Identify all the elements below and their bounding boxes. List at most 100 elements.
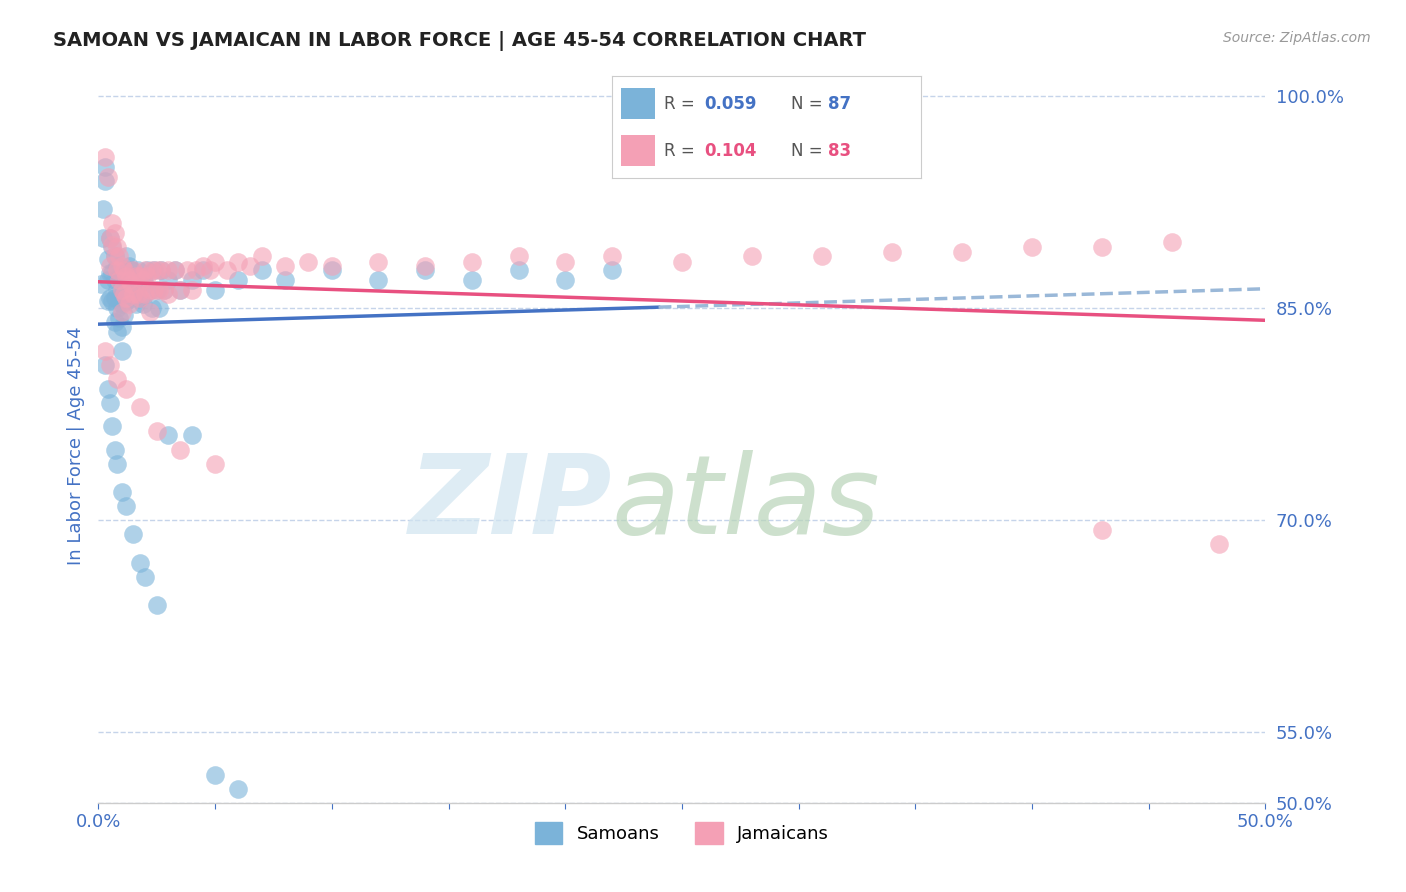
Point [148,283,170,297]
Point [143,283,166,297]
Point [228,781,250,796]
Point [91,202,114,217]
Point [180,273,202,287]
Point [108,311,131,326]
Point [204,283,226,297]
Point [111,297,134,311]
Point [141,301,163,316]
Point [367,273,389,287]
Point [508,249,530,263]
Point [204,254,226,268]
Point [115,294,138,309]
Point [169,442,191,457]
Point [101,216,124,230]
Point [554,254,576,268]
Point [132,273,155,287]
Point [111,305,134,319]
Point [104,315,127,329]
Point [139,283,162,297]
Point [157,428,180,442]
Point [122,291,145,305]
Point [105,283,128,297]
Point [120,287,142,301]
Point [101,418,124,433]
Point [186,263,208,277]
Point [129,268,152,283]
Point [321,259,343,273]
Point [90,277,112,292]
Point [204,457,226,471]
Point [129,556,152,570]
Point [1021,240,1043,254]
Point [118,283,141,297]
Point [98,266,121,280]
Point [112,263,135,277]
Point [118,273,141,287]
Point [136,268,159,283]
Point [165,263,187,277]
Point [111,343,134,358]
Point [508,263,530,277]
Point [108,249,131,263]
Point [91,230,114,244]
Point [169,283,191,297]
Point [157,287,180,301]
Point [148,301,170,316]
Text: R =: R = [664,142,700,160]
Point [108,273,131,287]
Point [200,263,222,277]
Point [97,273,120,287]
Point [105,240,128,254]
Point [112,308,135,322]
Point [97,252,120,266]
Point [105,372,128,386]
Point [152,283,174,297]
Point [600,249,623,263]
Point [250,249,273,263]
Point [193,263,215,277]
Point [122,268,145,283]
Point [111,484,134,499]
Point [98,230,121,244]
Point [1091,240,1114,254]
Point [101,294,124,309]
Point [413,259,436,273]
Point [228,254,250,268]
Point [321,263,343,277]
Point [112,287,135,301]
Point [129,400,152,414]
Point [112,263,135,277]
Point [1091,523,1114,537]
Point [741,249,763,263]
Point [115,499,138,513]
Point [125,273,148,287]
Text: Source: ZipAtlas.com: Source: ZipAtlas.com [1223,31,1371,45]
Point [127,287,149,301]
FancyBboxPatch shape [621,136,655,166]
Point [122,527,145,541]
Point [146,598,169,612]
Point [104,249,127,263]
Point [115,291,138,305]
Point [115,273,138,287]
Point [367,254,389,268]
Point [157,263,180,277]
Point [239,259,262,273]
Point [98,259,121,273]
Point [180,428,202,442]
Point [125,268,148,283]
Text: 0.104: 0.104 [704,142,756,160]
Point [134,287,156,301]
FancyBboxPatch shape [621,88,655,119]
Point [150,263,173,277]
Point [105,263,128,277]
Point [104,249,127,263]
Point [143,263,166,277]
Point [94,160,117,174]
Point [274,273,297,287]
Point [101,240,124,254]
Point [146,424,169,438]
Point [98,358,121,372]
Point [111,319,134,334]
Point [98,396,121,410]
